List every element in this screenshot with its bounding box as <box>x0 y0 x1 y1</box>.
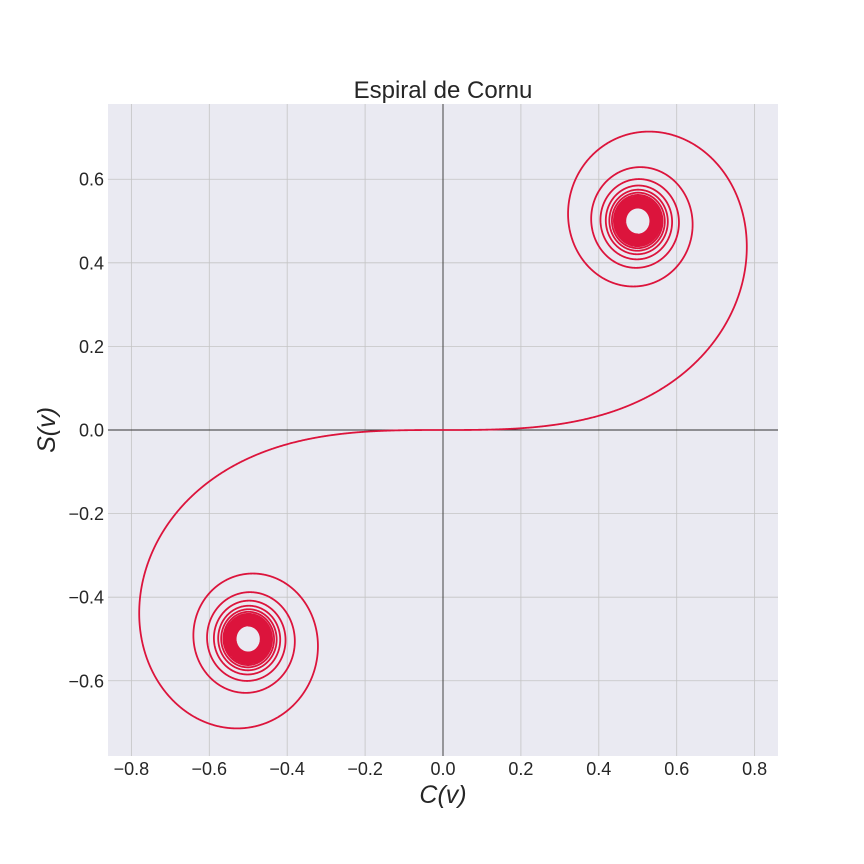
x-axis-ticks: −0.8 −0.6 −0.4 −0.2 0.0 0.2 0.4 0.6 0.8 <box>114 759 768 779</box>
y-tick-label: 0.6 <box>79 170 104 190</box>
y-tick-label: 0.4 <box>79 253 104 273</box>
y-tick-label: 0.2 <box>79 337 104 357</box>
x-tick-label: −0.6 <box>192 759 228 779</box>
y-tick-label: −0.4 <box>68 588 104 608</box>
y-tick-label: −0.6 <box>68 671 104 691</box>
x-axis-label: C(v) <box>419 781 466 809</box>
y-axis-label: S(v) <box>33 407 61 453</box>
x-tick-label: 0.8 <box>742 759 767 779</box>
y-tick-label: −0.2 <box>68 504 104 524</box>
x-tick-label: −0.8 <box>114 759 150 779</box>
cornu-spiral-line <box>138 130 748 730</box>
x-tick-label: 0.6 <box>664 759 689 779</box>
y-tick-label: 0.0 <box>79 421 104 441</box>
x-tick-label: 0.0 <box>430 759 455 779</box>
x-tick-label: −0.4 <box>269 759 305 779</box>
plot-area <box>108 104 778 756</box>
chart-title: Espiral de Cornu <box>354 77 533 104</box>
y-axis-ticks: −0.6 −0.4 −0.2 0.0 0.2 0.4 0.6 <box>68 170 104 692</box>
x-tick-label: 0.2 <box>508 759 533 779</box>
x-tick-label: 0.4 <box>586 759 611 779</box>
x-tick-label: −0.2 <box>347 759 383 779</box>
